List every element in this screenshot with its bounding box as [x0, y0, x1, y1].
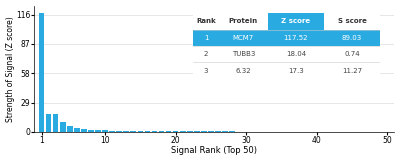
- X-axis label: Signal Rank (Top 50): Signal Rank (Top 50): [172, 147, 258, 155]
- Bar: [166, 131, 172, 132]
- Bar: [88, 130, 94, 132]
- Bar: [116, 131, 122, 132]
- Bar: [201, 131, 207, 132]
- Bar: [180, 131, 186, 132]
- Y-axis label: Strength of Signal (Z score): Strength of Signal (Z score): [6, 16, 14, 122]
- Bar: [109, 131, 115, 132]
- Bar: [130, 131, 136, 132]
- Bar: [81, 129, 87, 132]
- Bar: [173, 131, 178, 132]
- Bar: [159, 131, 164, 132]
- Bar: [152, 131, 157, 132]
- Bar: [67, 126, 72, 132]
- Bar: [102, 130, 108, 132]
- Bar: [39, 13, 44, 132]
- Bar: [46, 114, 52, 132]
- Bar: [144, 131, 150, 132]
- Bar: [60, 122, 66, 132]
- Bar: [208, 131, 214, 132]
- Bar: [187, 131, 192, 132]
- Bar: [124, 131, 129, 132]
- Bar: [215, 131, 221, 132]
- Bar: [74, 128, 80, 132]
- Bar: [53, 114, 58, 132]
- Bar: [194, 131, 200, 132]
- Bar: [138, 131, 143, 132]
- Bar: [95, 130, 101, 132]
